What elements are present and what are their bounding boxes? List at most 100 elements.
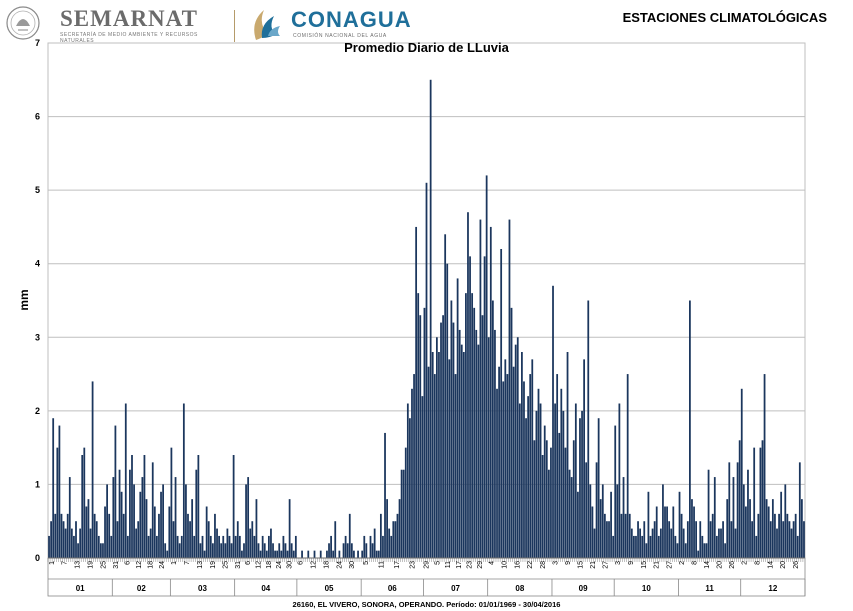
- x-tick-label: 19: [210, 561, 217, 569]
- bar: [722, 521, 724, 558]
- bar: [794, 513, 797, 558]
- bar: [763, 374, 766, 558]
- bar: [579, 418, 581, 558]
- x-tick-label: 2: [679, 561, 686, 565]
- bar: [510, 307, 513, 558]
- bar: [265, 550, 268, 558]
- bar: [384, 432, 386, 558]
- bar: [749, 499, 751, 558]
- bar: [377, 550, 380, 558]
- logo-divider: [234, 10, 235, 42]
- bar: [166, 550, 169, 558]
- bar: [718, 528, 720, 558]
- bar: [95, 521, 98, 558]
- bar: [218, 535, 220, 558]
- bar: [450, 300, 453, 558]
- bar: [168, 506, 171, 558]
- bar: [506, 374, 509, 558]
- bar: [249, 528, 252, 558]
- bar: [790, 528, 793, 558]
- x-tick-label: 10: [501, 561, 508, 569]
- x-tick-label: 21: [654, 561, 661, 569]
- bar: [786, 513, 789, 558]
- bar: [135, 528, 138, 558]
- bar: [572, 440, 575, 558]
- bar: [655, 506, 658, 558]
- x-tick-label: 27: [666, 561, 673, 569]
- bar: [301, 550, 303, 558]
- bar: [726, 499, 729, 558]
- bar: [193, 535, 196, 558]
- x-tick-label: 5: [434, 561, 441, 565]
- bar: [158, 513, 160, 558]
- bar: [448, 359, 451, 558]
- bar: [676, 543, 679, 558]
- x-tick-label: 26: [793, 561, 800, 569]
- bar: [319, 550, 322, 558]
- conagua-subtitle: COMISIÓN NACIONAL DEL AGUA: [293, 33, 387, 39]
- bar: [539, 403, 542, 558]
- x-tick-label: 7: [184, 561, 191, 565]
- bar: [498, 366, 500, 558]
- y-tick-label: 3: [35, 332, 40, 342]
- bar: [792, 521, 795, 558]
- bar: [769, 521, 772, 558]
- bar: [477, 344, 480, 558]
- bar: [527, 396, 530, 558]
- bar: [637, 521, 639, 558]
- bar: [485, 175, 488, 558]
- x-tick-label: 22: [527, 561, 534, 569]
- bar: [782, 521, 785, 558]
- bar: [404, 447, 407, 558]
- bar: [774, 513, 776, 558]
- bar: [189, 521, 191, 558]
- bar: [641, 535, 644, 558]
- bar: [402, 469, 405, 558]
- bar: [141, 477, 144, 558]
- bar: [518, 403, 521, 558]
- bar: [83, 447, 86, 558]
- bar: [803, 521, 805, 558]
- bar: [624, 513, 627, 558]
- x-tick-label: 6: [124, 561, 131, 565]
- bar: [114, 425, 117, 558]
- bar: [473, 307, 476, 558]
- bar: [689, 300, 691, 558]
- bar: [286, 550, 289, 558]
- bar: [695, 521, 698, 558]
- x-tick-label: 20: [780, 561, 787, 569]
- bar: [201, 535, 204, 558]
- x-tick-label: 8: [754, 561, 761, 565]
- bar: [124, 403, 127, 558]
- bar: [732, 477, 735, 558]
- x-tick-label: 8: [692, 561, 699, 565]
- bar: [357, 550, 359, 558]
- bar: [214, 513, 216, 558]
- bar: [533, 440, 536, 558]
- month-label: 11: [705, 584, 714, 593]
- bar: [379, 513, 382, 558]
- bar: [68, 477, 71, 558]
- bar: [720, 528, 722, 558]
- bar: [504, 359, 507, 558]
- x-tick-label: 31: [235, 561, 242, 569]
- month-label: 10: [642, 584, 651, 593]
- bar: [284, 543, 287, 558]
- month-label: 09: [579, 584, 588, 593]
- x-tick-label: 6: [298, 561, 305, 565]
- bar: [662, 484, 664, 558]
- bar: [274, 550, 276, 558]
- x-tick-label: 18: [266, 561, 273, 569]
- bar: [110, 535, 113, 558]
- bar: [174, 477, 177, 558]
- bar: [547, 469, 550, 558]
- bar: [614, 425, 617, 558]
- bar: [292, 550, 295, 558]
- x-tick-label: 18: [148, 561, 155, 569]
- bar: [421, 396, 424, 558]
- x-tick-label: 23: [466, 561, 473, 569]
- bar: [651, 528, 654, 558]
- x-tick-label: 12: [311, 561, 318, 569]
- bar: [742, 484, 745, 558]
